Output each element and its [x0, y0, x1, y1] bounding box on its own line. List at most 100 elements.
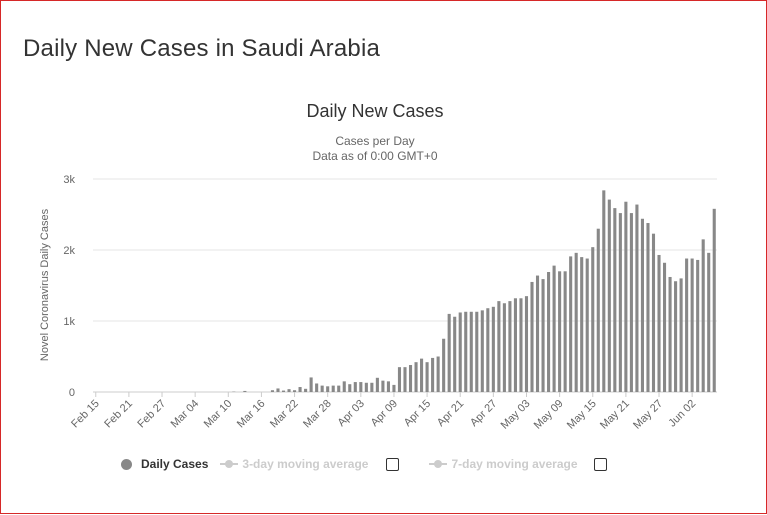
- chart-subtitle-line1: Cases per Day: [335, 134, 414, 148]
- bar[interactable]: [547, 272, 550, 392]
- bar[interactable]: [403, 367, 406, 392]
- avg3-checkbox[interactable]: [386, 458, 399, 471]
- bar[interactable]: [326, 386, 329, 392]
- bar[interactable]: [619, 213, 622, 392]
- bar[interactable]: [442, 339, 445, 392]
- bar[interactable]: [370, 383, 373, 392]
- legend-3day-average[interactable]: 3-day moving average: [220, 457, 417, 471]
- x-tick-label: Mar 10: [202, 398, 235, 431]
- bar[interactable]: [569, 256, 572, 392]
- bar[interactable]: [586, 259, 589, 392]
- bar[interactable]: [453, 317, 456, 392]
- bar[interactable]: [680, 278, 683, 392]
- bar[interactable]: [558, 271, 561, 392]
- legend-daily-cases[interactable]: Daily Cases: [121, 457, 208, 471]
- legend-7day-average[interactable]: 7-day moving average: [429, 457, 624, 471]
- bar[interactable]: [630, 213, 633, 392]
- bar[interactable]: [486, 308, 489, 392]
- bar[interactable]: [669, 277, 672, 392]
- bar[interactable]: [663, 263, 666, 392]
- bar[interactable]: [508, 301, 511, 392]
- avg7-checkbox[interactable]: [594, 458, 607, 471]
- bar[interactable]: [464, 312, 467, 392]
- bar[interactable]: [597, 229, 600, 392]
- bar[interactable]: [409, 365, 412, 392]
- bar[interactable]: [564, 271, 567, 392]
- bar[interactable]: [553, 266, 556, 392]
- bar[interactable]: [707, 253, 710, 392]
- bar[interactable]: [503, 303, 506, 392]
- bar[interactable]: [332, 386, 335, 392]
- bar[interactable]: [652, 234, 655, 392]
- bar[interactable]: [354, 382, 357, 392]
- bar[interactable]: [646, 223, 649, 392]
- bar[interactable]: [376, 378, 379, 392]
- bar[interactable]: [657, 255, 660, 392]
- bar[interactable]: [575, 253, 578, 392]
- bar[interactable]: [624, 202, 627, 392]
- bar[interactable]: [448, 314, 451, 392]
- bar[interactable]: [343, 381, 346, 392]
- bar[interactable]: [243, 391, 246, 392]
- bar[interactable]: [348, 384, 351, 392]
- bar[interactable]: [337, 386, 340, 392]
- bar[interactable]: [387, 381, 390, 392]
- bar[interactable]: [514, 298, 517, 392]
- bar[interactable]: [304, 389, 307, 392]
- bar[interactable]: [310, 377, 313, 392]
- bar[interactable]: [602, 190, 605, 392]
- bar[interactable]: [635, 205, 638, 392]
- bar[interactable]: [542, 279, 545, 392]
- bar[interactable]: [497, 301, 500, 392]
- bar[interactable]: [613, 208, 616, 392]
- bar[interactable]: [702, 239, 705, 392]
- bar[interactable]: [365, 383, 368, 392]
- x-tick-label: May 09: [532, 398, 566, 432]
- bar[interactable]: [299, 387, 302, 392]
- bar[interactable]: [321, 386, 324, 392]
- x-tick-label: Mar 16: [235, 398, 268, 431]
- bar[interactable]: [437, 357, 440, 393]
- bar[interactable]: [674, 281, 677, 392]
- bar[interactable]: [293, 390, 296, 392]
- bar[interactable]: [525, 296, 528, 392]
- bar[interactable]: [282, 391, 285, 392]
- bar[interactable]: [315, 383, 318, 392]
- bar[interactable]: [608, 200, 611, 392]
- bar[interactable]: [415, 362, 418, 392]
- bars: [232, 190, 716, 392]
- bar[interactable]: [271, 390, 274, 392]
- bar[interactable]: [685, 259, 688, 392]
- x-tick-label: Jun 02: [666, 398, 698, 430]
- bar[interactable]: [641, 219, 644, 392]
- bar[interactable]: [580, 257, 583, 392]
- bar[interactable]: [426, 362, 429, 392]
- bar[interactable]: [381, 381, 384, 392]
- bar[interactable]: [392, 385, 395, 392]
- bar[interactable]: [420, 359, 423, 392]
- bar[interactable]: [530, 282, 533, 392]
- x-tick-label: Apr 09: [369, 398, 400, 429]
- bar[interactable]: [359, 382, 362, 392]
- bar[interactable]: [431, 358, 434, 392]
- bar[interactable]: [470, 312, 473, 392]
- bar[interactable]: [481, 310, 484, 392]
- bar[interactable]: [696, 260, 699, 392]
- y-tick-label: 0: [69, 387, 75, 399]
- bar[interactable]: [475, 312, 478, 392]
- bar[interactable]: [519, 298, 522, 392]
- bar[interactable]: [459, 312, 462, 392]
- line-marker-icon: [220, 459, 238, 469]
- bar[interactable]: [287, 389, 290, 392]
- bar[interactable]: [713, 209, 716, 392]
- x-tick-label: Mar 04: [169, 398, 202, 431]
- bar[interactable]: [492, 307, 495, 392]
- x-tick-label: May 21: [598, 398, 632, 432]
- bar[interactable]: [398, 367, 401, 392]
- legend: Daily Cases 3-day moving average 7-day m…: [121, 453, 637, 475]
- bar[interactable]: [536, 276, 539, 392]
- bar[interactable]: [691, 259, 694, 392]
- bar[interactable]: [591, 247, 594, 392]
- bar[interactable]: [276, 388, 279, 392]
